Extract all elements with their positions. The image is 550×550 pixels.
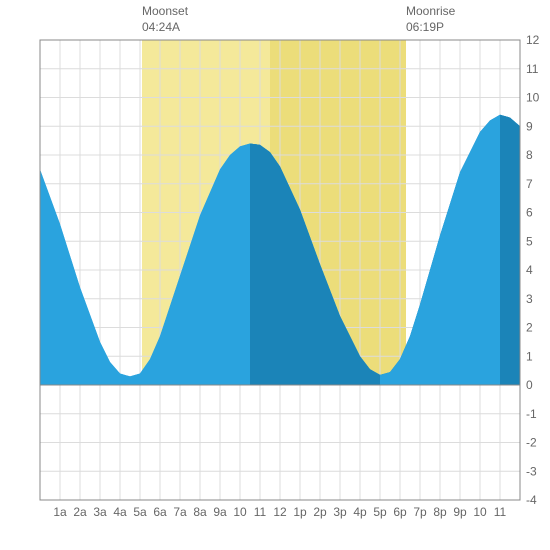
- svg-text:-4: -4: [526, 493, 537, 507]
- svg-text:4a: 4a: [113, 505, 127, 519]
- svg-text:10: 10: [473, 505, 487, 519]
- moonset-time: 04:24A: [142, 20, 180, 34]
- svg-text:5: 5: [526, 234, 533, 248]
- svg-text:0: 0: [526, 378, 533, 392]
- svg-text:11: 11: [526, 62, 539, 76]
- svg-text:4p: 4p: [353, 505, 367, 519]
- svg-text:10: 10: [526, 91, 540, 105]
- svg-text:11: 11: [254, 505, 267, 519]
- svg-text:1: 1: [526, 349, 533, 363]
- svg-text:6: 6: [526, 206, 533, 220]
- svg-text:9: 9: [526, 119, 533, 133]
- svg-text:6p: 6p: [393, 505, 407, 519]
- svg-text:1a: 1a: [53, 505, 67, 519]
- svg-text:5p: 5p: [373, 505, 387, 519]
- svg-text:-1: -1: [526, 407, 537, 421]
- svg-text:9p: 9p: [453, 505, 467, 519]
- svg-text:2: 2: [526, 321, 533, 335]
- moonrise-label: Moonrise 06:19P: [406, 4, 455, 35]
- svg-text:2a: 2a: [73, 505, 87, 519]
- svg-text:4: 4: [526, 263, 533, 277]
- svg-text:12: 12: [273, 505, 287, 519]
- moonrise-time: 06:19P: [406, 20, 444, 34]
- svg-text:7a: 7a: [173, 505, 187, 519]
- svg-text:5a: 5a: [133, 505, 147, 519]
- svg-text:8a: 8a: [193, 505, 207, 519]
- svg-text:7: 7: [526, 177, 533, 191]
- moonrise-title: Moonrise: [406, 4, 455, 18]
- moonset-label: Moonset 04:24A: [142, 4, 188, 35]
- moonset-title: Moonset: [142, 4, 188, 18]
- svg-text:-3: -3: [526, 464, 537, 478]
- svg-text:1p: 1p: [293, 505, 307, 519]
- svg-text:9a: 9a: [213, 505, 227, 519]
- svg-text:6a: 6a: [153, 505, 167, 519]
- svg-text:-2: -2: [526, 436, 537, 450]
- svg-text:7p: 7p: [413, 505, 427, 519]
- tide-chart: -4-3-2-101234567891011121a2a3a4a5a6a7a8a…: [0, 0, 550, 550]
- svg-text:11: 11: [494, 505, 507, 519]
- svg-text:12: 12: [526, 33, 540, 47]
- svg-text:8p: 8p: [433, 505, 447, 519]
- svg-text:3a: 3a: [93, 505, 107, 519]
- svg-text:3: 3: [526, 292, 533, 306]
- svg-text:10: 10: [233, 505, 247, 519]
- svg-text:8: 8: [526, 148, 533, 162]
- tide-chart-svg: -4-3-2-101234567891011121a2a3a4a5a6a7a8a…: [0, 0, 550, 550]
- svg-text:2p: 2p: [313, 505, 327, 519]
- svg-text:3p: 3p: [333, 505, 347, 519]
